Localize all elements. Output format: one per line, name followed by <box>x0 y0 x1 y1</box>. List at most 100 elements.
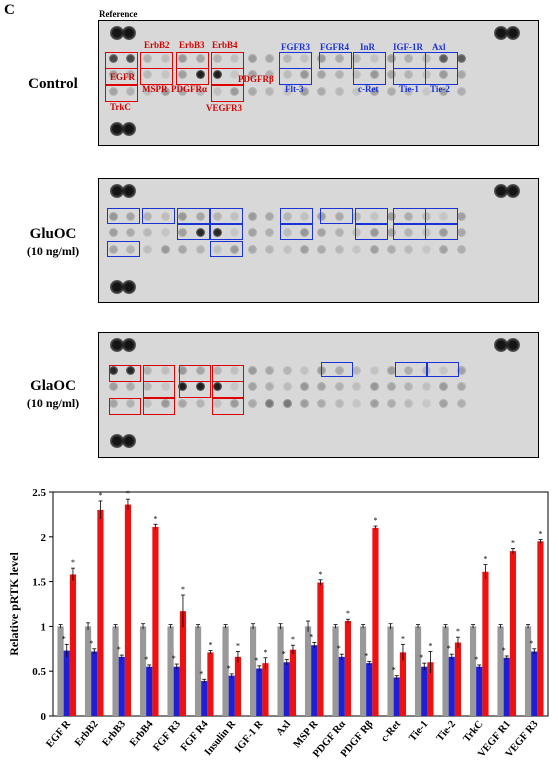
array-spot <box>195 381 205 391</box>
red-highlight-box <box>109 365 141 382</box>
significance-marker: * <box>227 664 231 673</box>
red-highlight-box <box>176 52 209 69</box>
y-tick-label: 0.5 <box>32 666 46 678</box>
x-tick-label: Axl <box>274 719 293 738</box>
significance-marker: * <box>153 514 157 523</box>
bar <box>139 626 147 716</box>
significance-marker: * <box>254 656 258 665</box>
red-highlight-box <box>143 365 175 382</box>
reference-spot <box>110 280 124 294</box>
array-spot <box>404 381 414 391</box>
red-highlight-box <box>212 365 244 382</box>
array-spot <box>282 86 292 96</box>
blue-highlight-box <box>355 208 388 224</box>
array-spot <box>125 365 135 375</box>
bar <box>531 651 538 716</box>
blue-highlight-box <box>395 362 427 377</box>
significance-marker: * <box>346 609 350 618</box>
array-spot <box>265 381 275 391</box>
array-spot <box>230 381 240 391</box>
array-spot <box>125 398 135 408</box>
array-spot <box>369 398 379 408</box>
significance-marker: * <box>144 655 148 664</box>
significance-marker: * <box>172 654 176 663</box>
array-spot <box>334 53 344 63</box>
array-spot <box>334 69 344 79</box>
array-spot <box>334 365 344 375</box>
label-pdgfra: PDGFRα <box>171 84 208 94</box>
bar <box>179 611 187 716</box>
significance-marker: * <box>71 558 75 567</box>
array-spot <box>439 53 449 63</box>
significance-marker: * <box>428 641 432 650</box>
x-tick-label: IGF-1 R <box>233 719 266 755</box>
array-spot <box>456 244 466 254</box>
array-spot <box>456 381 466 391</box>
blue-highlight-box <box>280 224 313 240</box>
x-tick-label: ErbB2 <box>73 719 101 749</box>
bar <box>399 652 407 716</box>
bar <box>249 626 257 716</box>
array-spot <box>230 365 240 375</box>
reference-spot <box>110 122 124 136</box>
array-spot <box>160 244 170 254</box>
blue-highlight-box <box>142 208 175 224</box>
array-spot <box>125 211 135 221</box>
array-spot <box>439 69 449 79</box>
array-spot <box>212 398 222 408</box>
bar <box>97 509 104 716</box>
blue-highlight-box <box>393 68 426 85</box>
significance-marker: * <box>401 634 405 643</box>
array-spot <box>299 69 309 79</box>
significance-marker: * <box>309 633 313 642</box>
significance-marker: * <box>263 648 267 657</box>
reference-spot <box>122 184 136 198</box>
array-spot <box>143 211 153 221</box>
array-spot <box>143 53 153 63</box>
red-highlight-box <box>211 52 244 69</box>
red-highlight-box <box>105 52 138 69</box>
significance-marker: * <box>474 655 478 664</box>
array-spot <box>299 86 309 96</box>
bar <box>427 662 434 716</box>
array-spot <box>265 69 275 79</box>
array-spot <box>212 227 222 237</box>
y-tick-label: 1 <box>41 621 47 633</box>
y-tick-label: 2 <box>41 532 47 544</box>
blue-highlight-box <box>393 208 426 224</box>
bar <box>469 626 477 716</box>
reference-spot <box>494 338 508 352</box>
significance-marker: * <box>199 669 203 678</box>
array-spot <box>299 398 309 408</box>
array-spot <box>282 381 292 391</box>
condition-control-label: Control <box>28 76 78 92</box>
blue-highlight-box <box>353 68 386 85</box>
array-spot <box>247 53 257 63</box>
blot-control <box>98 20 539 146</box>
significance-marker: * <box>117 645 121 654</box>
array-spot <box>178 211 188 221</box>
bar <box>57 626 64 716</box>
array-spot <box>404 227 414 237</box>
array-spot <box>317 227 327 237</box>
array-spot <box>178 398 188 408</box>
array-spot <box>108 53 118 63</box>
array-spot <box>195 53 205 63</box>
label-erbb2: ErbB2 <box>144 40 170 50</box>
reference-label: Reference <box>99 9 138 19</box>
label-tie1: Tie-1 <box>399 84 419 94</box>
array-spot <box>334 211 344 221</box>
significance-marker: * <box>337 644 341 653</box>
bar <box>393 677 400 716</box>
array-spot <box>195 398 205 408</box>
array-spot <box>282 365 292 375</box>
array-spot <box>369 381 379 391</box>
label-erbb3: ErbB3 <box>179 40 205 50</box>
array-spot <box>282 211 292 221</box>
bar <box>476 666 483 716</box>
array-spot <box>456 53 466 63</box>
blue-highlight-box <box>353 52 386 69</box>
array-spot <box>282 69 292 79</box>
array-spot <box>456 365 466 375</box>
array-spot <box>195 365 205 375</box>
